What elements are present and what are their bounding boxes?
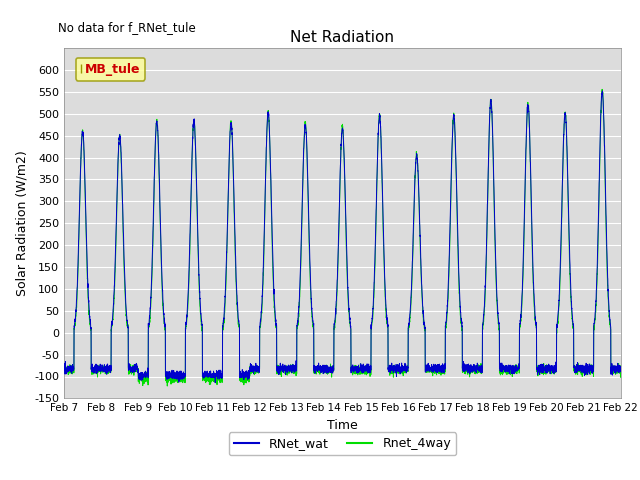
Text: No data for f_RNet_tule: No data for f_RNet_tule — [58, 21, 196, 34]
Rnet_4way — [163, 383, 171, 389]
RNet_wat — [467, 363, 475, 369]
RNet_wat — [322, 363, 330, 369]
Rnet_4way — [160, 320, 168, 325]
Rnet_4way — [467, 364, 475, 370]
RNet_wat — [499, 367, 507, 372]
Rnet_4way — [616, 365, 624, 371]
X-axis label: Time: Time — [327, 419, 358, 432]
Title: Net Radiation: Net Radiation — [291, 30, 394, 46]
Rnet_4way — [60, 365, 68, 371]
Legend: RNet_wat, Rnet_4way: RNet_wat, Rnet_4way — [228, 432, 456, 455]
Line: Rnet_4way: Rnet_4way — [64, 89, 621, 386]
Rnet_4way — [322, 368, 330, 374]
RNet_wat — [211, 380, 219, 385]
Rnet_4way — [598, 86, 606, 92]
Rnet_4way — [499, 368, 507, 373]
RNet_wat — [160, 314, 168, 320]
Rnet_4way — [617, 363, 625, 369]
Y-axis label: Solar Radiation (W/m2): Solar Radiation (W/m2) — [15, 150, 29, 296]
Rnet_4way — [436, 369, 444, 375]
RNet_wat — [60, 366, 68, 372]
RNet_wat — [598, 88, 606, 94]
RNet_wat — [617, 364, 625, 370]
RNet_wat — [436, 369, 444, 374]
Line: RNet_wat: RNet_wat — [64, 91, 621, 383]
RNet_wat — [616, 368, 624, 373]
